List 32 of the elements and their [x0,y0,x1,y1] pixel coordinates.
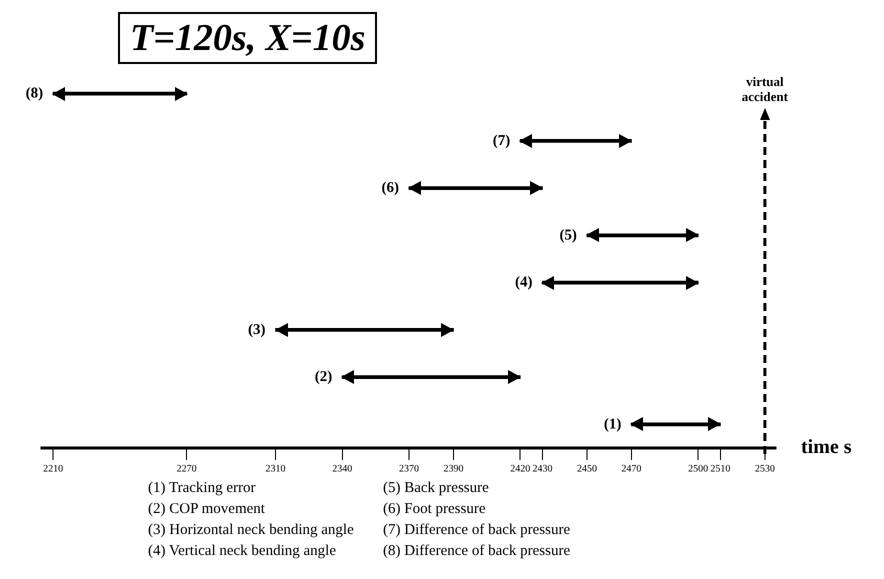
x-tick-label: 2310 [266,464,286,475]
y-tick-label: (2) [314,369,332,385]
text: (4) Vertical neck bending angle [148,542,337,561]
text: (8) Difference of back pressure [383,542,570,561]
text: (5) Back pressure [383,479,490,498]
x-tick-label: 2510 [710,464,730,475]
x-tick-label: 2210 [43,464,64,475]
chart-title: T=120s, X=10s [118,12,378,64]
x-tick-label: 2420 [510,464,530,475]
y-tick-label: (6) [382,180,399,196]
text: (2) COP movement [148,500,266,519]
y-tick-label: (3) [248,322,266,338]
x-tick-label: 2430 [532,464,552,475]
text: (1) Tracking error [148,479,256,498]
y-tick-label: (8) [26,86,44,102]
y-tick-label: (5) [559,227,577,244]
x-tick-label: 2470 [621,464,642,475]
x-tick-label: 2340 [332,464,352,475]
x-tick-label: 2370 [399,464,419,475]
x-tick-label: 2390 [443,464,464,475]
y-tick-label: (7) [492,132,510,149]
text: (3) Horizontal neck bending angle [148,521,354,540]
y-tick-label: (4) [514,274,532,290]
x-axis-title: time s [801,436,852,458]
x-tick-label: 2530 [754,464,775,475]
ref-line-label: virtual accident [742,74,789,104]
x-tick-label: 2450 [576,464,597,475]
text: (6) Foot pressure [383,500,486,519]
text: (7) Difference of back pressure [383,521,570,540]
x-tick-label: 2270 [176,464,197,475]
y-tick-label: (1) [604,416,622,432]
x-tick-label: 2500 [688,464,708,475]
